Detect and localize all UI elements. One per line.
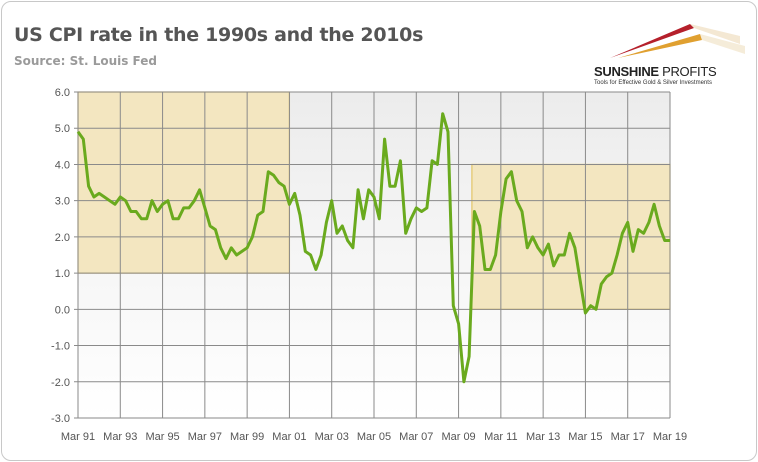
y-tick-label: -2.0 [51,377,70,389]
x-tick-label: Mar 07 [399,431,433,443]
y-tick-label: 3.0 [55,196,70,208]
x-tick-label: Mar 17 [611,431,645,443]
x-tick-label: Mar 15 [568,431,602,443]
chart-source: Source: St. Louis Fed [14,54,157,68]
logo-name: SUNSHINE PROFITS [594,64,717,79]
chart-title: US CPI rate in the 1990s and the 2010s [14,24,424,46]
x-tick-label: Mar 13 [526,431,560,443]
y-tick-label: 6.0 [55,87,70,99]
x-tick-label: Mar 01 [272,431,306,443]
x-tick-label: Mar 97 [188,431,222,443]
x-tick-label: Mar 95 [145,431,179,443]
logo-tagline: Tools for Effective Gold & Silver Invest… [594,80,712,86]
sunshine-profits-logo: SUNSHINE PROFITS Tools for Effective Gol… [590,14,750,86]
y-tick-label: -1.0 [51,341,70,353]
y-tick-label: 0.0 [55,304,70,316]
x-tick-label: Mar 93 [103,431,137,443]
y-tick-label: 5.0 [55,123,70,135]
x-tick-label: Mar 19 [653,431,687,443]
y-tick-label: 4.0 [55,159,70,171]
highlight-region-1990s [77,91,291,274]
x-tick-label: Mar 05 [357,431,391,443]
x-tick-label: Mar 09 [441,431,475,443]
logo-streaks-icon [610,24,745,58]
x-tick-label: Mar 99 [230,431,264,443]
y-tick-label: 2.0 [55,232,70,244]
x-tick-label: Mar 11 [484,431,517,443]
y-tick-label: -3.0 [51,413,70,425]
y-tick-label: 1.0 [55,268,70,280]
x-tick-label: Mar 91 [61,431,95,443]
x-tick-label: Mar 03 [315,431,349,443]
